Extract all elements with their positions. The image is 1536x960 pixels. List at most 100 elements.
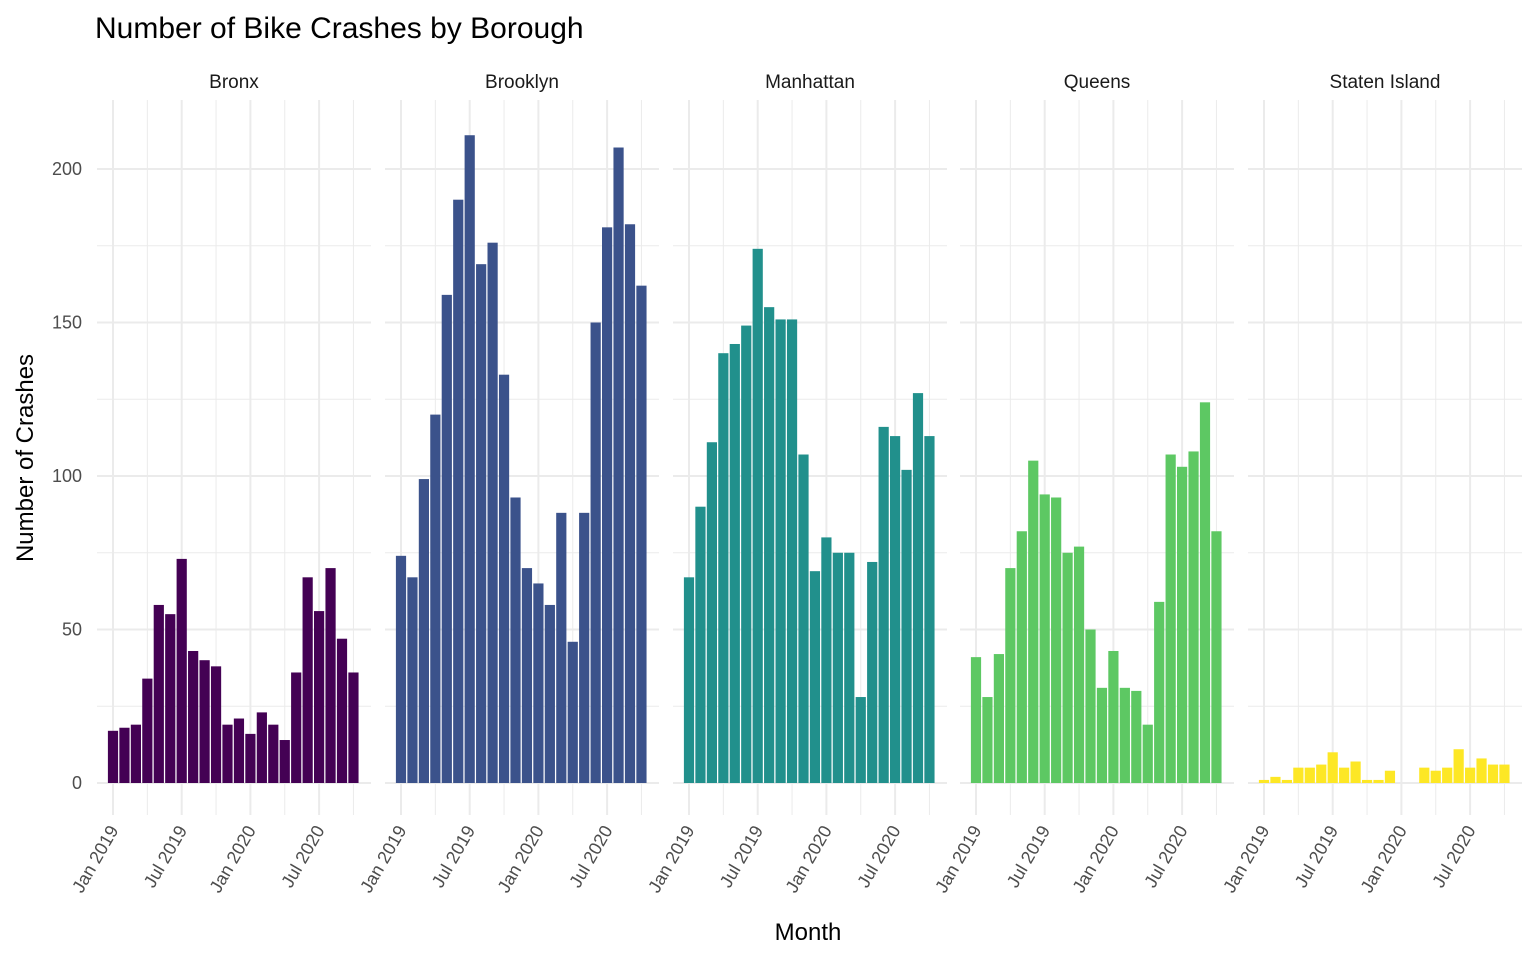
bar [786, 319, 798, 783]
y-tick-label: 100 [52, 466, 82, 486]
bar [1199, 402, 1211, 783]
bar [1419, 767, 1430, 783]
bar [1339, 767, 1350, 783]
bar [855, 697, 866, 783]
bar [1062, 552, 1073, 783]
bar [245, 733, 256, 783]
x-tick-label: Jul 2020 [1428, 822, 1479, 891]
bar [441, 294, 452, 783]
bar [878, 426, 889, 783]
bar [1465, 767, 1476, 783]
x-tick-label: Jan 2019 [644, 822, 698, 896]
x-tick-label: Jan 2020 [206, 822, 260, 896]
bar [256, 712, 267, 783]
bar [142, 678, 153, 783]
facet-panel: Staten Island Jan 2019 Jul 2019 Jan 2020 Jul… [1219, 72, 1522, 896]
bar [1165, 454, 1176, 783]
bar [1051, 497, 1062, 783]
y-tick-label: 150 [52, 313, 82, 333]
bar [1361, 779, 1373, 783]
bar [718, 353, 729, 783]
bar [1016, 531, 1027, 783]
bar [1327, 752, 1338, 783]
bar [119, 727, 130, 783]
bar [188, 650, 199, 783]
bar [775, 319, 786, 783]
bar [464, 135, 475, 784]
bar [521, 568, 533, 783]
bar [1430, 770, 1441, 783]
bar [1188, 451, 1199, 783]
x-tick-label: Jul 2020 [277, 822, 328, 891]
x-tick-label: Jan 2020 [494, 822, 548, 896]
bar [325, 568, 336, 783]
bar [809, 571, 821, 783]
x-tick-label: Jul 2019 [1003, 822, 1054, 891]
bar [1350, 761, 1361, 783]
facet-panel: Queens Jan 2019 Jul 2019 Jan 2020 Jul 2020 [931, 72, 1234, 896]
x-tick-label: Jan 2020 [1357, 822, 1411, 896]
bar [291, 672, 302, 783]
bar [993, 654, 1004, 783]
bar [130, 724, 141, 783]
bar [1304, 767, 1315, 783]
bar [453, 199, 464, 783]
bar [970, 657, 982, 783]
x-tick-label: Jul 2019 [716, 822, 767, 891]
bar [498, 374, 510, 783]
bar [764, 307, 775, 783]
bar [176, 558, 187, 783]
facet-label: Bronx [209, 72, 259, 93]
bar [1108, 650, 1119, 783]
x-tick-label: Jan 2019 [931, 822, 985, 896]
bar [314, 611, 325, 783]
x-tick-label: Jul 2019 [1291, 822, 1342, 891]
facet-panel: Manhattan Jan 2019 Jul 2019 Jan 2020 Jul 202… [644, 72, 947, 896]
bar [1476, 758, 1487, 783]
bar [924, 436, 935, 783]
bar [1005, 568, 1016, 783]
bar [1499, 764, 1510, 783]
bar [890, 436, 901, 783]
bar [533, 583, 544, 783]
bar [1073, 546, 1085, 783]
bar [418, 479, 429, 783]
bar [1085, 629, 1096, 783]
bar [395, 555, 407, 783]
bar [1096, 687, 1108, 783]
bar [268, 724, 279, 783]
bar [1211, 531, 1222, 783]
bar [1373, 779, 1384, 783]
y-tick-label: 50 [62, 620, 82, 640]
bar [624, 224, 636, 783]
bar [556, 512, 567, 783]
bar [1293, 767, 1304, 783]
bar [1154, 601, 1165, 783]
bar [544, 604, 555, 783]
x-tick-label: Jul 2019 [428, 822, 479, 891]
bar [1442, 767, 1453, 783]
bar [510, 497, 521, 783]
bar [912, 393, 924, 783]
bar [636, 285, 647, 783]
x-tick-label: Jul 2020 [853, 822, 904, 891]
bar [1028, 460, 1039, 783]
bar [302, 577, 313, 783]
x-axis-title: Month [775, 919, 842, 946]
bar [1487, 764, 1499, 783]
y-tick-label: 200 [52, 159, 82, 179]
y-tick-label: 0 [72, 773, 82, 793]
bar [741, 325, 752, 783]
facet-panel: Brooklyn Jan 2019 Jul 2019 Jan 2020 Jul 2020 [356, 72, 659, 896]
bar [107, 730, 119, 783]
bar [729, 343, 740, 783]
bar [153, 604, 164, 783]
bar [1142, 724, 1153, 783]
bar [602, 227, 613, 783]
bar [695, 506, 706, 783]
facet-label: Staten Island [1330, 72, 1441, 93]
x-tick-label: Jan 2019 [1219, 822, 1273, 896]
x-tick-label: Jan 2020 [782, 822, 836, 896]
